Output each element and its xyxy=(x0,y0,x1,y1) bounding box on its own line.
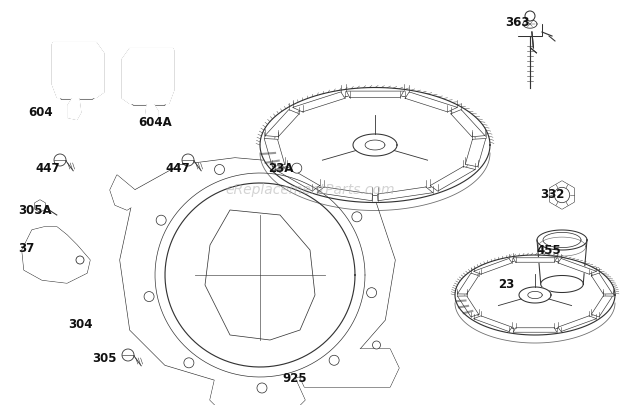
Text: 23A: 23A xyxy=(268,162,293,175)
Polygon shape xyxy=(591,273,613,294)
Circle shape xyxy=(156,215,166,225)
Text: 447: 447 xyxy=(35,162,60,175)
Circle shape xyxy=(76,256,84,264)
Text: 604A: 604A xyxy=(138,115,172,128)
Polygon shape xyxy=(22,227,90,283)
Polygon shape xyxy=(52,43,104,98)
Polygon shape xyxy=(210,378,305,405)
Circle shape xyxy=(292,163,302,173)
Polygon shape xyxy=(265,110,299,137)
Circle shape xyxy=(54,154,66,166)
Text: 37: 37 xyxy=(18,241,34,254)
Polygon shape xyxy=(451,110,485,137)
Text: 455: 455 xyxy=(536,243,560,256)
Polygon shape xyxy=(317,187,373,201)
Polygon shape xyxy=(558,258,596,274)
Polygon shape xyxy=(405,92,458,112)
Polygon shape xyxy=(260,87,490,202)
Circle shape xyxy=(373,341,381,349)
Text: 332: 332 xyxy=(540,188,564,202)
Circle shape xyxy=(366,288,376,298)
Polygon shape xyxy=(264,139,285,167)
Polygon shape xyxy=(466,139,486,167)
Polygon shape xyxy=(474,258,512,274)
Text: 447: 447 xyxy=(165,162,190,175)
Text: 305: 305 xyxy=(92,352,117,365)
Circle shape xyxy=(184,358,194,368)
Polygon shape xyxy=(458,273,479,294)
Polygon shape xyxy=(353,134,397,156)
Circle shape xyxy=(329,355,339,365)
Polygon shape xyxy=(591,296,613,317)
Text: 925: 925 xyxy=(282,371,307,384)
Polygon shape xyxy=(68,98,81,119)
Polygon shape xyxy=(541,275,583,292)
Polygon shape xyxy=(293,92,345,112)
Circle shape xyxy=(525,11,535,21)
Polygon shape xyxy=(275,166,320,191)
Text: 604: 604 xyxy=(28,105,53,119)
Circle shape xyxy=(352,212,362,222)
Text: 363: 363 xyxy=(505,15,529,28)
Polygon shape xyxy=(458,296,479,317)
Polygon shape xyxy=(430,166,476,191)
Polygon shape xyxy=(455,255,615,335)
Polygon shape xyxy=(122,49,174,104)
Circle shape xyxy=(257,383,267,393)
Text: 305A: 305A xyxy=(18,203,51,217)
Circle shape xyxy=(215,164,224,175)
Polygon shape xyxy=(474,316,512,332)
Text: 304: 304 xyxy=(68,318,92,332)
Polygon shape xyxy=(296,349,399,387)
Polygon shape xyxy=(518,24,542,36)
Polygon shape xyxy=(378,187,433,201)
Polygon shape xyxy=(347,91,404,98)
Circle shape xyxy=(122,349,134,361)
Polygon shape xyxy=(537,230,587,250)
Polygon shape xyxy=(558,316,596,332)
Text: 23: 23 xyxy=(498,279,514,292)
Circle shape xyxy=(144,292,154,302)
Polygon shape xyxy=(35,200,45,212)
Circle shape xyxy=(182,154,194,166)
Polygon shape xyxy=(110,175,135,210)
Polygon shape xyxy=(145,104,158,126)
Polygon shape xyxy=(513,328,557,332)
Polygon shape xyxy=(523,20,537,28)
Polygon shape xyxy=(513,258,557,262)
Polygon shape xyxy=(165,183,355,367)
Text: eReplacementParts.com: eReplacementParts.com xyxy=(225,183,395,197)
Polygon shape xyxy=(550,181,574,209)
Polygon shape xyxy=(120,158,395,380)
Polygon shape xyxy=(519,287,551,303)
